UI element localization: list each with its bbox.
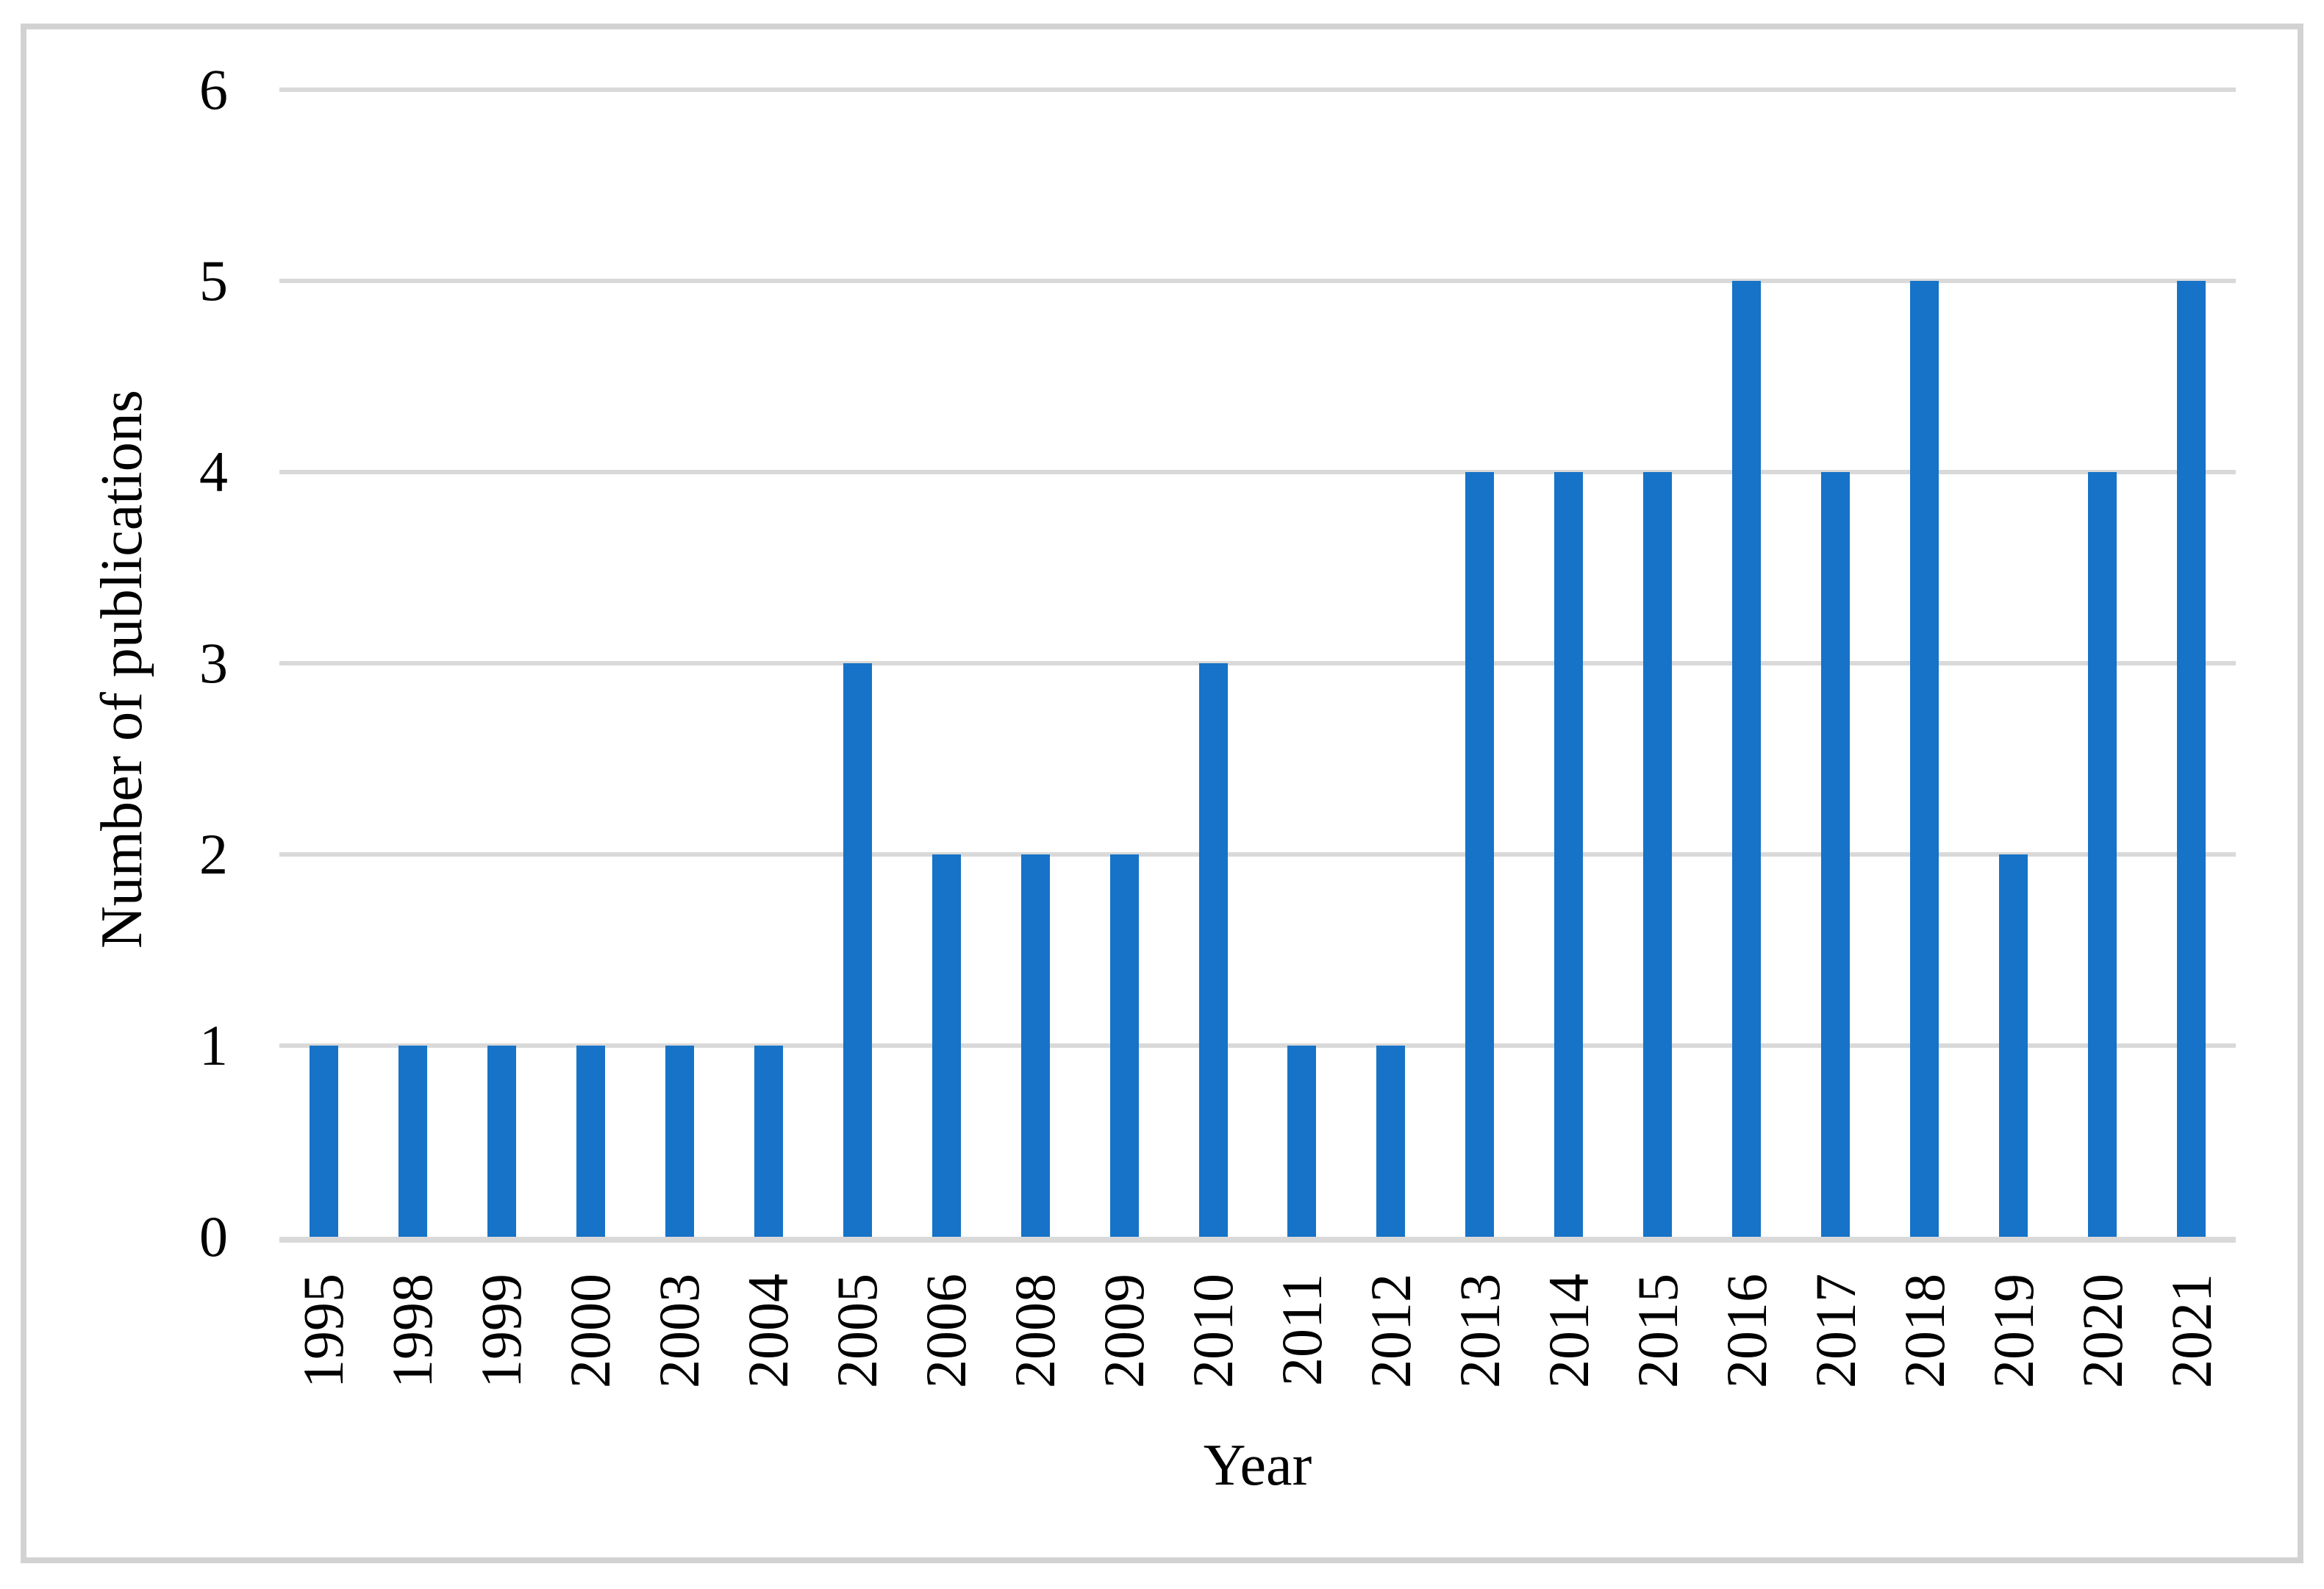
- x-tick-label-2005: 2005: [825, 1274, 890, 1388]
- x-tick-label-1995: 1995: [291, 1274, 356, 1388]
- x-tick-label-2006: 2006: [914, 1274, 979, 1388]
- x-axis-line: [279, 1237, 2236, 1243]
- bar-2018: [1910, 281, 1939, 1237]
- bar-2013: [1465, 472, 1495, 1237]
- y-tick-label-3: 3: [199, 631, 228, 695]
- bar-1995: [309, 1046, 338, 1237]
- bar-1998: [398, 1046, 427, 1237]
- bar-2012: [1376, 1046, 1406, 1237]
- y-tick-label-2: 2: [199, 822, 228, 886]
- x-tick-label-2017: 2017: [1803, 1274, 1867, 1388]
- y-tick-label-5: 5: [199, 249, 228, 313]
- x-tick-label-2010: 2010: [1181, 1274, 1245, 1388]
- y-tick-label-1: 1: [199, 1013, 228, 1077]
- x-tick-label-2016: 2016: [1714, 1274, 1778, 1388]
- bar-2005: [843, 663, 872, 1237]
- x-tick-label-2019: 2019: [1981, 1274, 2045, 1388]
- x-tick-label-2004: 2004: [736, 1274, 801, 1388]
- x-tick-label-2014: 2014: [1536, 1274, 1601, 1388]
- bar-2020: [2088, 472, 2117, 1237]
- y-tick-label-0: 0: [199, 1204, 228, 1268]
- x-tick-label-2018: 2018: [1892, 1274, 1956, 1388]
- x-tick-label-2013: 2013: [1447, 1274, 1512, 1388]
- gridline-y-1: [279, 1043, 2236, 1048]
- x-tick-label-1998: 1998: [380, 1274, 445, 1388]
- x-tick-label-2021: 2021: [2159, 1274, 2223, 1388]
- x-tick-label-2000: 2000: [558, 1274, 623, 1388]
- x-tick-label-2008: 2008: [1003, 1274, 1068, 1388]
- bar-2021: [2177, 281, 2206, 1237]
- gridline-y-3: [279, 661, 2236, 665]
- x-tick-label-2003: 2003: [647, 1274, 712, 1388]
- bar-2003: [665, 1046, 694, 1237]
- x-tick-label-1999: 1999: [469, 1274, 534, 1388]
- bar-2010: [1198, 663, 1228, 1237]
- bar-2011: [1287, 1046, 1317, 1237]
- gridline-y-5: [279, 279, 2236, 283]
- gridline-y-4: [279, 470, 2236, 474]
- bar-2016: [1732, 281, 1762, 1237]
- x-tick-label-2020: 2020: [2070, 1274, 2134, 1388]
- bar-2019: [1999, 854, 2028, 1237]
- x-tick-label-2009: 2009: [1092, 1274, 1156, 1388]
- bar-2014: [1554, 472, 1584, 1237]
- bar-2006: [932, 854, 961, 1237]
- x-axis-title: Year: [1203, 1433, 1312, 1498]
- bar-2004: [754, 1046, 783, 1237]
- y-tick-label-6: 6: [199, 57, 228, 121]
- chart-border-frame: [21, 24, 2303, 1563]
- bar-2008: [1020, 854, 1050, 1237]
- gridline-y-6: [279, 88, 2236, 92]
- bar-2000: [576, 1046, 605, 1237]
- y-tick-label-4: 4: [199, 440, 228, 504]
- gridline-y-2: [279, 852, 2236, 857]
- bar-2009: [1109, 854, 1139, 1237]
- bar-2017: [1821, 472, 1851, 1237]
- x-tick-label-2015: 2015: [1625, 1274, 1690, 1388]
- x-tick-label-2011: 2011: [1269, 1274, 1334, 1387]
- bar-1999: [487, 1046, 516, 1237]
- bar-2015: [1643, 472, 1673, 1237]
- x-tick-label-2012: 2012: [1358, 1274, 1423, 1388]
